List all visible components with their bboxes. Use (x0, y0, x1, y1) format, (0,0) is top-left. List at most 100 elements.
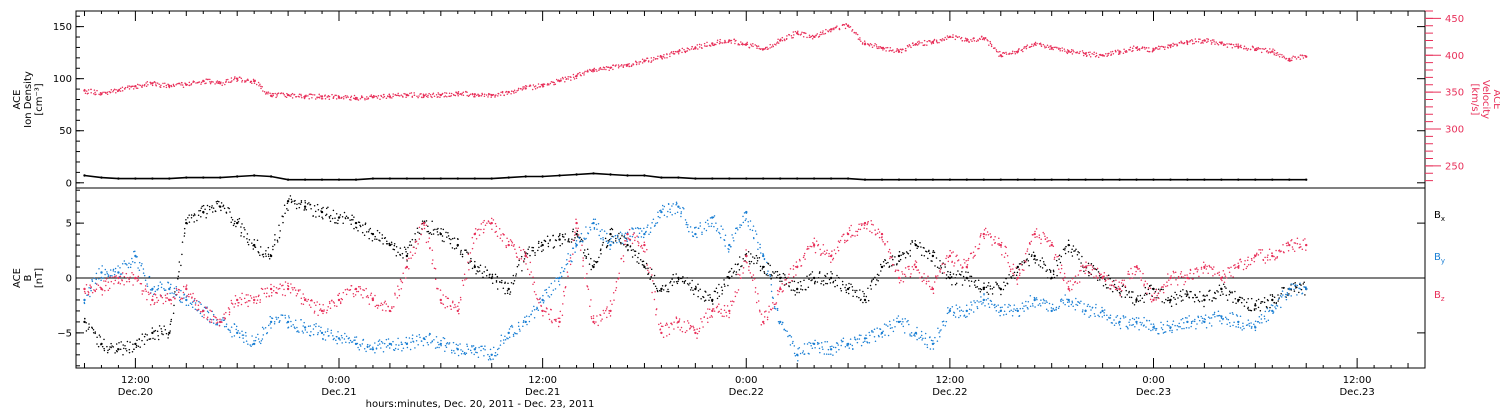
data-point (388, 177, 392, 180)
sample-dot (908, 43, 911, 46)
sample-dot (146, 334, 148, 336)
sample-dot (1115, 316, 1117, 318)
sample-dot (638, 252, 640, 255)
sample-dot (796, 291, 798, 294)
sample-dot (385, 338, 388, 341)
data-point (253, 174, 256, 177)
sample-dot (491, 275, 494, 277)
sample-dot (405, 250, 407, 253)
sample-dot (608, 238, 611, 241)
sample-dot (164, 300, 167, 303)
sample-dot (87, 291, 90, 294)
sample-dot (844, 27, 847, 30)
sample-dot (293, 93, 295, 96)
sample-dot (568, 238, 570, 240)
sample-dot (646, 226, 648, 229)
sample-dot (1249, 48, 1252, 51)
data-point (1203, 320, 1206, 324)
sample-dot (970, 309, 973, 311)
sample-dot (771, 44, 774, 46)
sample-dot (920, 254, 923, 257)
sample-dot (537, 309, 540, 312)
data-point (643, 265, 646, 269)
sample-dot (490, 217, 493, 220)
sample-dot (441, 235, 444, 237)
sample-dot (377, 340, 380, 343)
sample-dot (971, 40, 973, 43)
sample-dot (109, 275, 112, 277)
sample-dot (321, 97, 324, 100)
sample-dot (478, 234, 481, 236)
sample-dot (586, 272, 588, 275)
sample-dot (825, 28, 827, 31)
sample-dot (597, 222, 600, 225)
sample-dot (1008, 53, 1011, 55)
sample-dot (1092, 264, 1095, 267)
sample-dot (1251, 326, 1253, 328)
sample-dot (639, 259, 642, 261)
sample-dot (558, 317, 561, 320)
sample-dot (485, 94, 488, 96)
sample-dot (513, 92, 515, 94)
sample-dot (1237, 300, 1239, 302)
sample-dot (819, 31, 822, 34)
sample-dot (98, 334, 101, 336)
sample-dot (397, 337, 399, 340)
sample-dot (1079, 50, 1081, 53)
sample-dot (1210, 325, 1213, 327)
sample-dot (921, 339, 923, 341)
sample-dot (1143, 316, 1145, 319)
sample-dot (1237, 47, 1240, 49)
sample-dot (92, 328, 95, 331)
sample-dot (801, 31, 803, 33)
sample-dot (262, 90, 264, 92)
sample-dot (633, 232, 635, 234)
data-point (762, 254, 765, 258)
sample-dot (260, 85, 262, 87)
sample-dot (586, 69, 589, 72)
sample-dot (981, 35, 983, 38)
data-point (677, 276, 680, 280)
sample-dot (1097, 314, 1099, 316)
sample-dot (906, 252, 909, 254)
sample-dot (190, 303, 193, 305)
sample-dot (410, 341, 412, 343)
sample-dot (886, 46, 889, 49)
sample-dot (205, 78, 207, 80)
sample-dot (451, 237, 454, 240)
sample-dot (983, 293, 985, 296)
sample-dot (156, 301, 158, 303)
sample-dot (1177, 297, 1179, 299)
sample-dot (514, 332, 517, 335)
data-point (829, 348, 833, 351)
sample-dot (1217, 291, 1219, 293)
sample-dot (652, 59, 655, 61)
sample-dot (658, 289, 661, 292)
sample-dot (237, 304, 239, 307)
sample-dot (189, 293, 192, 295)
sample-dot (1170, 43, 1172, 46)
sample-dot (814, 346, 816, 349)
sample-dot (161, 333, 163, 335)
sample-dot (481, 345, 483, 347)
sample-dot (582, 259, 584, 262)
sample-dot (1130, 296, 1133, 299)
sample-dot (563, 295, 566, 297)
sample-dot (974, 279, 977, 282)
sample-dot (883, 265, 885, 267)
sample-dot (1089, 315, 1092, 317)
sample-dot (240, 232, 243, 234)
sample-dot (1242, 322, 1244, 325)
sample-dot (1298, 287, 1300, 289)
sample-dot (1055, 306, 1058, 309)
sample-dot (696, 236, 698, 239)
sample-dot (1046, 277, 1049, 279)
sample-dot (900, 254, 902, 256)
sample-dot (1247, 306, 1249, 309)
sample-dot (1225, 287, 1227, 289)
sample-dot (590, 268, 592, 271)
sample-dot (699, 288, 701, 290)
sample-dot (200, 81, 203, 84)
sample-dot (538, 246, 540, 249)
sample-dot (478, 266, 480, 269)
